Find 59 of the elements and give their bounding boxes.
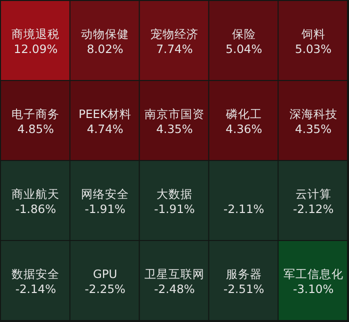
category-label: 饲料 [300,27,326,41]
category-label: 电子商务 [12,107,60,121]
category-label: 数据安全 [12,267,60,281]
sector-tile: 商境退税 12.09% [1,1,70,80]
category-label: 大数据 [156,187,192,201]
data-label: 4.74% [86,122,124,136]
data-label: -2.51% [224,282,264,296]
data-label: 5.03% [295,42,332,56]
data-label: 5.04% [226,42,262,56]
sector-tile: 深海科技 4.35% [278,81,347,160]
sector-tile: 军工信息化 -3.10% [278,241,347,320]
category-label: 卫星互联网 [144,267,204,281]
category-label: GPU [92,267,118,281]
data-label: 4.35% [295,122,332,136]
category-label: 商业航天 [12,187,60,201]
sector-tile: 饲料 5.03% [278,1,347,80]
category-label: 云计算 [295,187,332,201]
data-label: 4.36% [226,122,262,136]
category-label: 磷化工 [224,107,262,121]
category-label: 商境退税 [12,27,60,41]
data-label: -1.91% [154,202,195,216]
data-label: -1.86% [15,202,56,216]
data-label: 12.09% [14,42,58,56]
data-label: -1.91% [84,202,126,216]
category-label: 宠物经济 [150,27,198,41]
category-label: 保险 [232,27,256,41]
category-label: 服务器 [226,267,262,281]
data-label: 4.85% [17,122,54,136]
sector-tile: 大数据 -1.91% [140,161,208,240]
sector-tile: 宠物经济 7.74% [140,1,208,80]
data-label: -2.25% [84,282,126,296]
category-label: 深海科技 [289,107,338,121]
data-label: 7.74% [156,42,193,56]
sector-tile: 南京市国资 4.35% [140,81,208,160]
data-label: -3.10% [292,282,334,296]
sector-tile: PEEK材料 4.74% [70,81,139,160]
sector-tile: 卫星互联网 -2.48% [140,241,208,320]
sector-tile: 网络安全 -1.91% [70,161,139,240]
sector-tile: GPU -2.25% [70,241,139,320]
sector-tile: 动物保健 8.02% [70,1,139,80]
category-label: 动物保健 [81,27,130,41]
sector-tile: 数据安全 -2.14% [1,241,70,320]
sector-tile: 服务器 -2.51% [209,241,278,320]
data-label: -2.14% [15,282,56,296]
category-label: 网络安全 [81,187,130,201]
sector-tile: 商业航天 -1.86% [1,161,70,240]
data-label: -2.11% [224,202,264,216]
sector-tile: 磷化工 4.36% [209,81,278,160]
data-label: -2.12% [292,202,334,216]
data-label: 8.02% [86,42,124,56]
category-label: 南京市国资 [144,107,204,121]
data-label: -2.48% [154,282,195,296]
sector-tile: -2.11% [209,161,278,240]
data-label: 4.35% [156,122,193,136]
sector-tile: 电子商务 4.85% [1,81,70,160]
category-label: 军工信息化 [283,267,344,281]
sector-tile: 云计算 -2.12% [278,161,347,240]
sector-tile: 保险 5.04% [209,1,278,80]
category-label: PEEK材料 [78,107,132,121]
